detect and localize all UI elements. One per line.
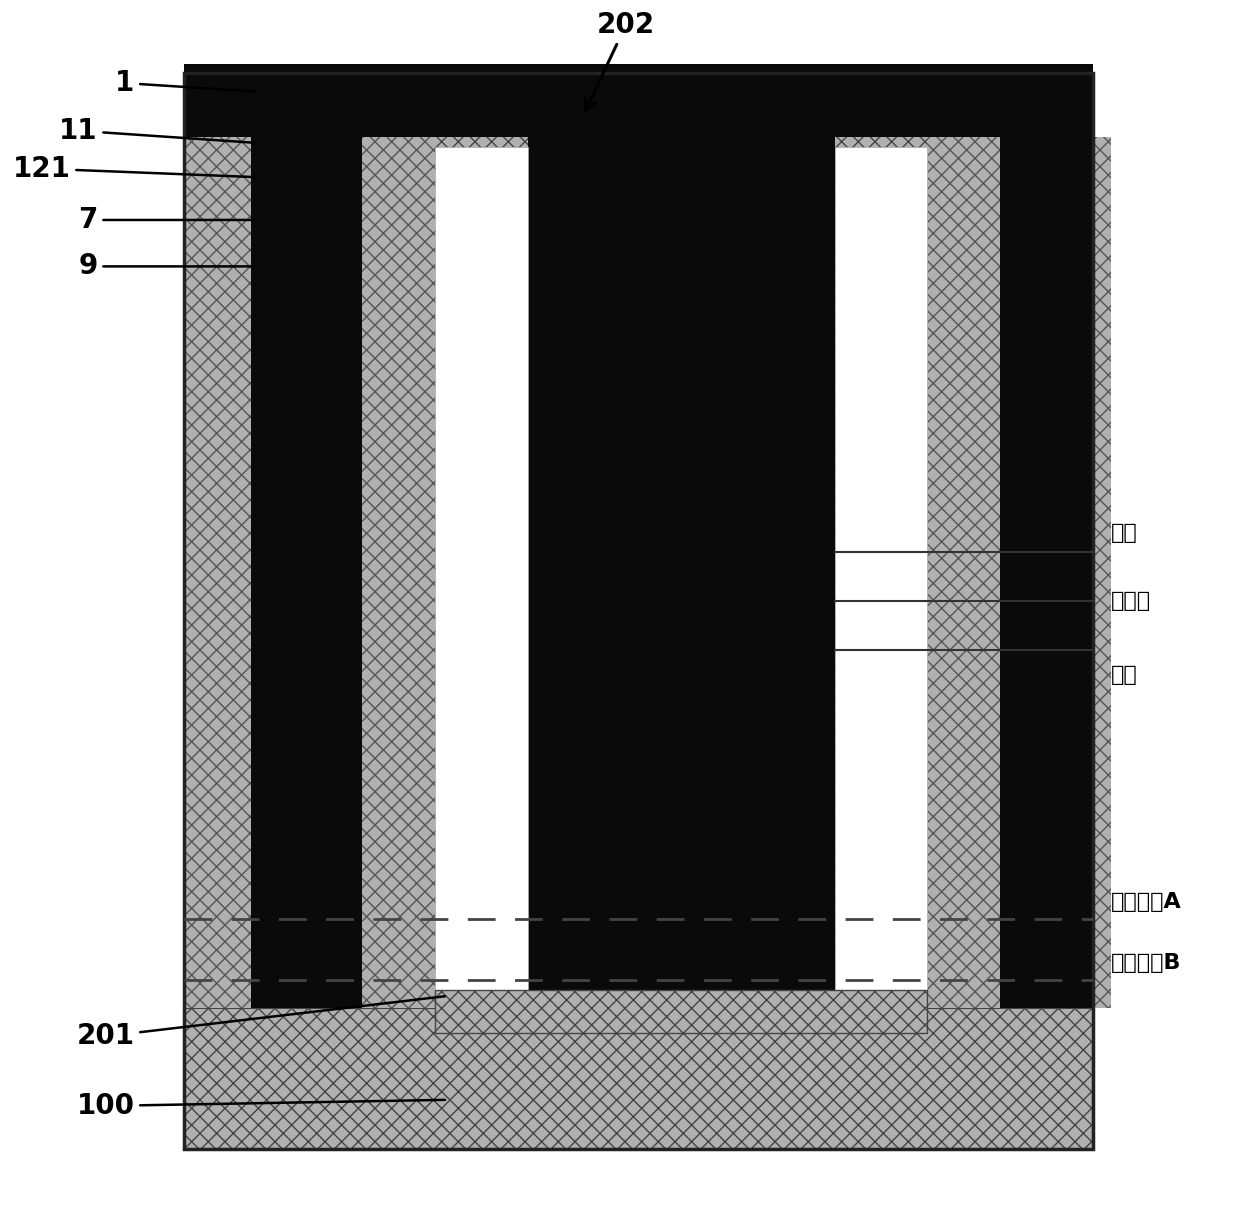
Text: 沟道区: 沟道区: [1111, 591, 1151, 611]
Bar: [435, 147, 527, 990]
Text: 1: 1: [115, 70, 254, 97]
Text: 202: 202: [585, 11, 655, 110]
Bar: [184, 64, 1092, 137]
Text: 9: 9: [78, 253, 254, 280]
Bar: [435, 990, 926, 1033]
Bar: [184, 73, 1092, 1149]
Text: 121: 121: [12, 155, 254, 182]
Bar: [184, 73, 1092, 1149]
Text: 器件层次A: 器件层次A: [1111, 892, 1182, 912]
Bar: [362, 137, 435, 1008]
Bar: [1001, 137, 1111, 1008]
Text: 器件层次B: 器件层次B: [1111, 953, 1182, 973]
Text: 7: 7: [78, 207, 254, 233]
Bar: [184, 1008, 1092, 1149]
Text: 漏区: 漏区: [1111, 665, 1138, 684]
Text: 源区: 源区: [1111, 523, 1138, 543]
Text: 11: 11: [60, 117, 254, 144]
Bar: [835, 147, 926, 990]
Bar: [252, 137, 362, 1008]
Bar: [926, 137, 1001, 1008]
Bar: [527, 137, 835, 1008]
Bar: [184, 137, 252, 1008]
Text: 201: 201: [77, 996, 445, 1050]
Bar: [1092, 137, 1111, 1008]
Text: 100: 100: [77, 1092, 445, 1119]
